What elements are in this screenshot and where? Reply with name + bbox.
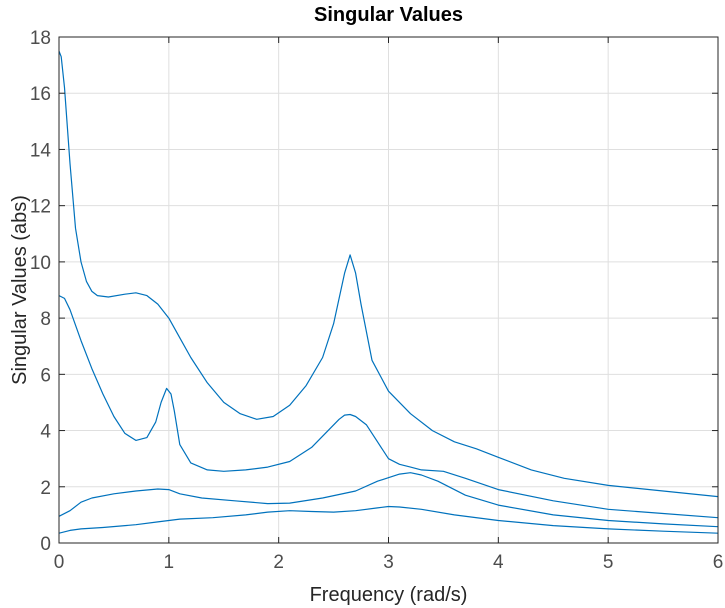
y-tick-label: 0 — [40, 534, 51, 555]
y-tick-label: 18 — [30, 28, 51, 49]
x-tick-label: 2 — [273, 552, 284, 573]
singular-value-line-1 — [59, 50, 718, 498]
x-tick-label: 1 — [164, 552, 175, 573]
x-tick-label: 6 — [713, 552, 724, 573]
y-tick-label: 16 — [30, 84, 51, 105]
y-axis-label: Singular Values (abs) — [9, 195, 31, 385]
y-tick-label: 2 — [40, 478, 51, 499]
y-tick-label: 4 — [40, 422, 51, 443]
y-tick-label: 12 — [30, 197, 51, 218]
x-tick-label: 3 — [383, 552, 394, 573]
singular-value-line-2 — [59, 295, 718, 519]
x-tick-label: 0 — [54, 552, 65, 573]
x-tick-label: 5 — [603, 552, 614, 573]
x-axis-label: Frequency (rad/s) — [310, 584, 468, 606]
y-tick-label: 14 — [30, 140, 52, 161]
y-tick-label: 10 — [30, 253, 51, 274]
singular-value-line-3 — [59, 472, 718, 528]
plot-lines — [59, 50, 718, 534]
y-tick-label: 6 — [40, 365, 51, 386]
singular-value-line-4 — [59, 505, 718, 534]
chart-title: Singular Values — [314, 4, 463, 26]
y-tick-label: 8 — [40, 309, 51, 330]
x-tick-label: 4 — [493, 552, 504, 573]
